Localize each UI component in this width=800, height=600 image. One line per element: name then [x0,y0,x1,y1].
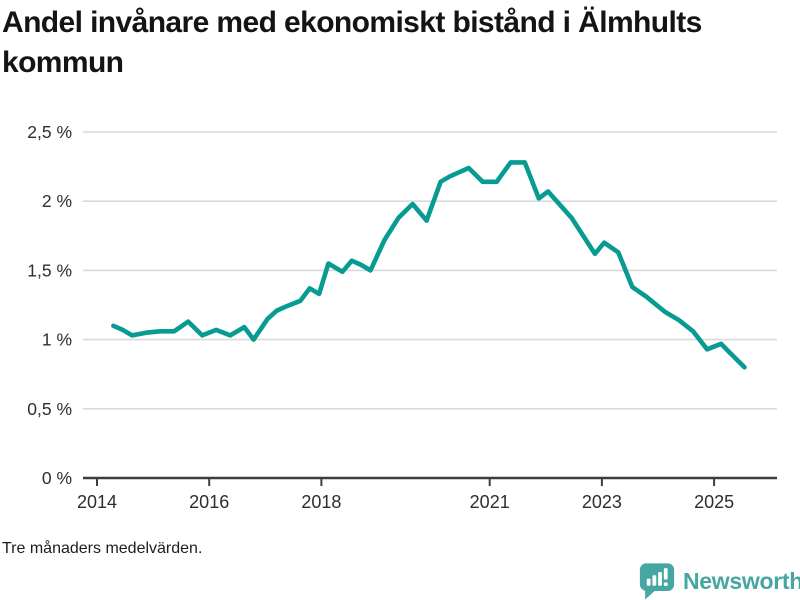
y-tick-label: 1 % [42,330,72,350]
y-tick-label: 2,5 % [27,122,72,142]
x-tick-label: 2025 [694,492,734,512]
y-tick-label: 1,5 % [27,260,72,280]
x-tick-marks [96,479,716,486]
data-series [111,160,747,370]
x-axis-labels: 2014 2016 2018 2021 2023 2025 [77,492,734,512]
x-tick-label: 2023 [582,492,622,512]
x-tick-label: 2021 [470,492,510,512]
chart-title: Andel invånare med ekonomiskt bistånd i … [2,6,702,79]
chart-footnote: Tre månaders medelvärden. [2,540,203,557]
y-tick-label: 2 % [42,191,72,211]
x-tick-label: 2018 [301,492,341,512]
y-axis-labels: 0 % 0,5 % 1 % 1,5 % 2 % 2,5 % [27,122,72,488]
x-tick-label: 2016 [189,492,229,512]
newsworthy-speech-bubble-chart-icon [639,563,675,600]
bar-chart-glyph [646,568,668,587]
y-tick-label: 0,5 % [27,399,72,419]
x-tick-label: 2014 [77,492,117,512]
newsworthy-wordmark: Newsworthy [683,567,800,594]
data-line [111,160,747,370]
newsworthy-logo[interactable]: Newsworthy [638,562,800,600]
gridlines [83,131,777,410]
y-tick-label: 0 % [42,468,72,488]
